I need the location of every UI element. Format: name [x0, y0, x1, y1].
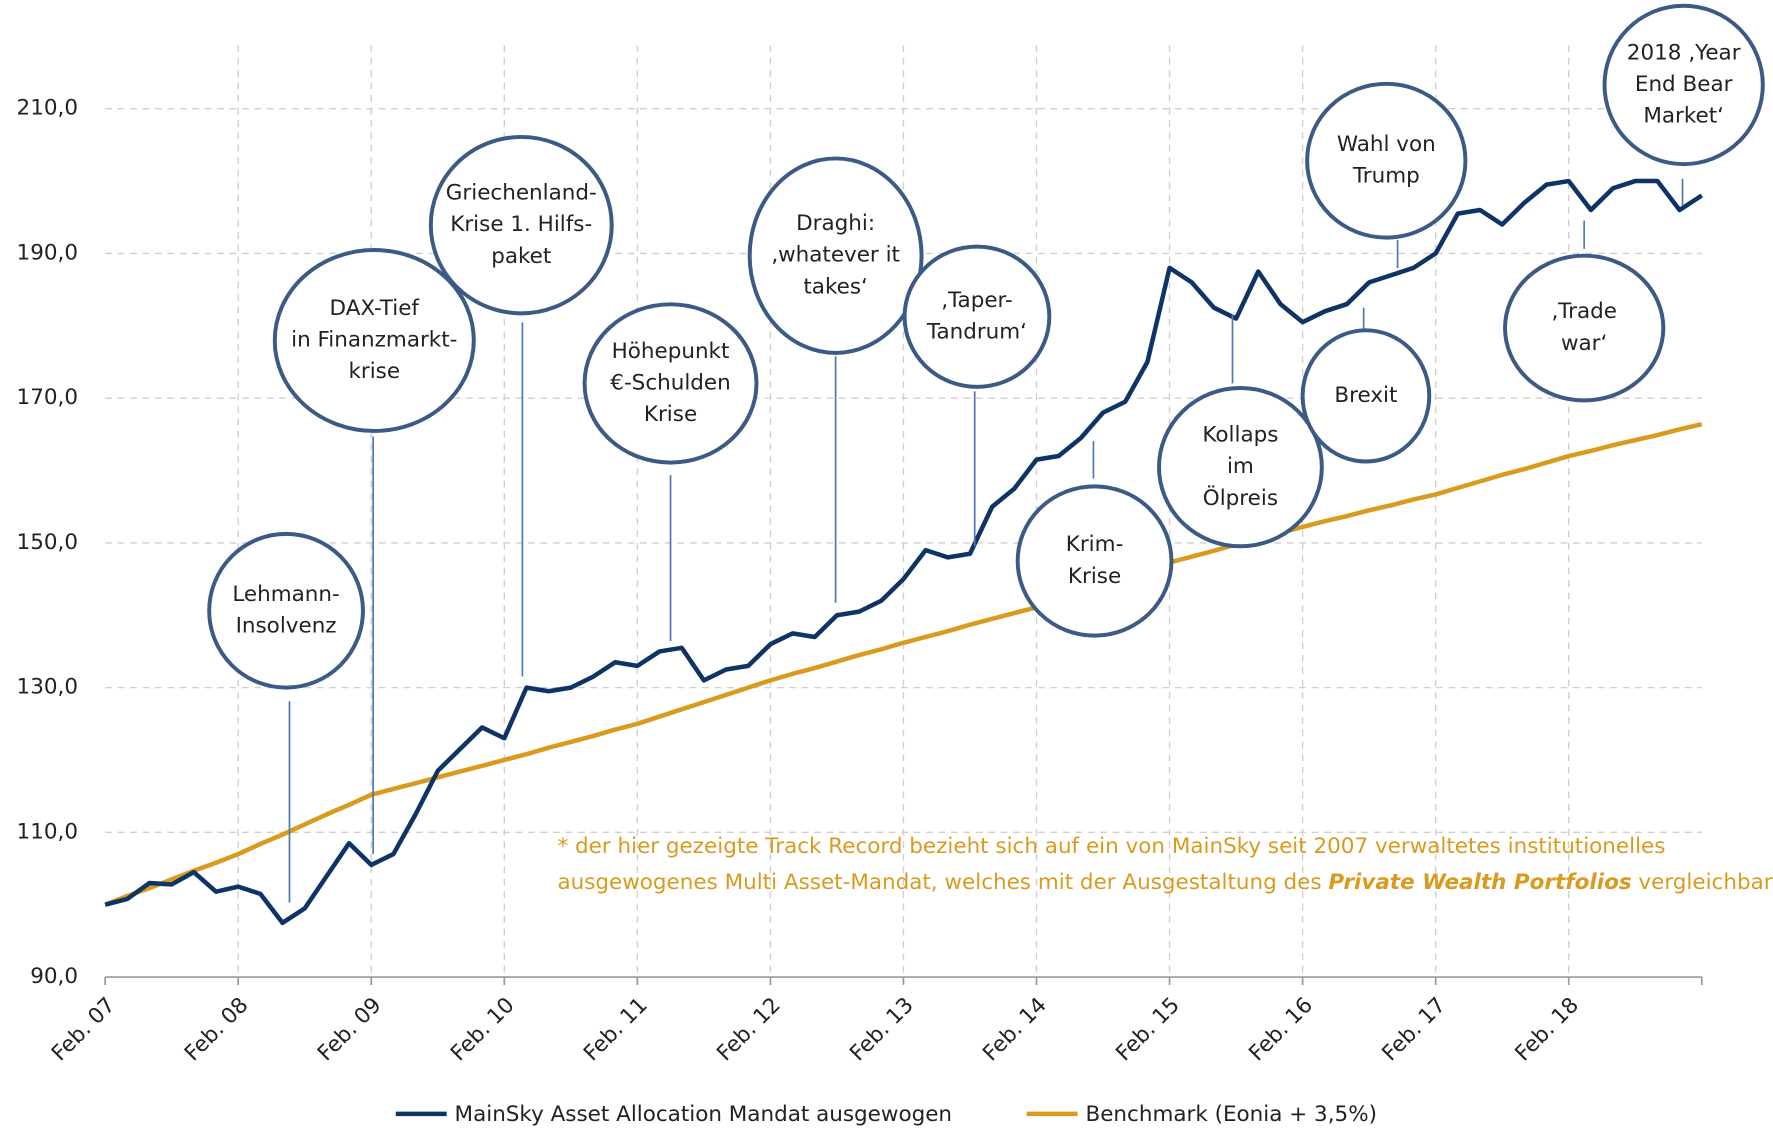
annotation-text: Brexit	[1334, 383, 1397, 408]
legend-label: MainSky Asset Allocation Mandat ausgewog…	[455, 1102, 952, 1127]
annotation-circle	[428, 134, 614, 316]
x-tick-label: Feb. 13	[845, 993, 919, 1067]
annotation-text: Höhepunkt	[612, 339, 730, 364]
annotation-circle	[272, 248, 476, 433]
y-tick-label: 90,0	[30, 964, 78, 989]
annotation-circle	[1015, 484, 1174, 638]
y-tick-label: 150,0	[17, 530, 78, 555]
annotation-text: Kollaps	[1202, 422, 1278, 447]
annotation-text: Insolvenz	[236, 614, 337, 639]
y-tick-label: 110,0	[17, 819, 78, 844]
y-tick-label: 210,0	[17, 96, 78, 121]
annotation-text: Draghi:	[796, 211, 875, 236]
annotation-circle	[1157, 385, 1324, 549]
footnote-part: ausgewogenes Multi Asset-Mandat, welches…	[557, 870, 1328, 895]
series-line	[104, 421, 1703, 907]
x-tick-label: Feb. 08	[180, 993, 254, 1067]
annotation-text: Krise	[1068, 564, 1121, 589]
x-tick-label: Feb. 07	[47, 993, 121, 1067]
annotation-text: End Bear	[1635, 72, 1733, 97]
x-tick-label: Feb. 18	[1510, 993, 1584, 1067]
annotation-circle	[1602, 3, 1765, 167]
annotation-circle	[582, 302, 759, 465]
annotation-circle	[1305, 81, 1468, 240]
annotation-text: ‚whatever it	[771, 243, 900, 268]
x-tick-label: Feb. 17	[1377, 993, 1451, 1067]
annotation-text: DAX-Tief	[330, 296, 420, 321]
legend-label: Benchmark (Eonia + 3,5%)	[1086, 1102, 1377, 1127]
annotation-circle	[1300, 328, 1432, 464]
annotation-text: im	[1227, 454, 1254, 479]
annotation-circle	[207, 531, 365, 690]
footnote: ausgewogenes Multi Asset-Mandat, welches…	[557, 870, 1773, 895]
annotation-text: ‚Trade	[1551, 299, 1617, 324]
annotation-text: war‘	[1561, 331, 1607, 356]
x-tick-label: Feb. 10	[446, 993, 520, 1067]
y-tick-label: 130,0	[17, 675, 78, 700]
annotation-circle	[747, 156, 924, 355]
annotation-text: Krise 1. Hilfs-	[450, 212, 592, 237]
x-tick-label: Feb. 11	[579, 993, 653, 1067]
annotation-text: Ölpreis	[1203, 485, 1278, 511]
annotation-text: krise	[348, 359, 400, 384]
annotation-text: takes‘	[803, 274, 867, 299]
y-tick-label: 170,0	[17, 385, 78, 410]
y-tick-label: 190,0	[17, 240, 78, 265]
annotation-text: Trump	[1352, 164, 1420, 189]
annotation-text: Griechenland-	[446, 180, 597, 205]
annotation-text: Wahl von	[1337, 132, 1436, 157]
annotation-text: Lehmann-	[232, 582, 339, 607]
annotation-text: Krise	[644, 402, 697, 427]
x-tick-label: Feb. 14	[978, 993, 1052, 1067]
x-tick-label: Feb. 12	[712, 993, 786, 1067]
annotation-circle	[1503, 253, 1666, 403]
annotation-text: paket	[491, 244, 551, 269]
annotation-text: €-Schulden	[610, 370, 730, 395]
x-tick-label: Feb. 15	[1111, 993, 1185, 1067]
annotation-circle	[902, 244, 1052, 389]
annotation-text: Krim-	[1066, 532, 1124, 557]
annotation-text: in Finanzmarkt-	[291, 327, 457, 352]
x-tick-label: Feb. 16	[1244, 993, 1318, 1067]
x-tick-label: Feb. 09	[313, 993, 387, 1067]
annotation-text: Tandrum‘	[926, 320, 1027, 345]
footnote-emphasis: Private Wealth Portfolios	[1328, 870, 1631, 895]
annotation-text: 2018 ‚Year	[1627, 40, 1741, 65]
footnote: * der hier gezeigte Track Record bezieht…	[557, 834, 1665, 859]
series-line	[104, 178, 1703, 926]
footnote-part: vergleichbar ist.	[1632, 870, 1773, 895]
annotation-text: ‚Taper-	[941, 288, 1013, 313]
annotation-text: Market‘	[1643, 104, 1724, 129]
